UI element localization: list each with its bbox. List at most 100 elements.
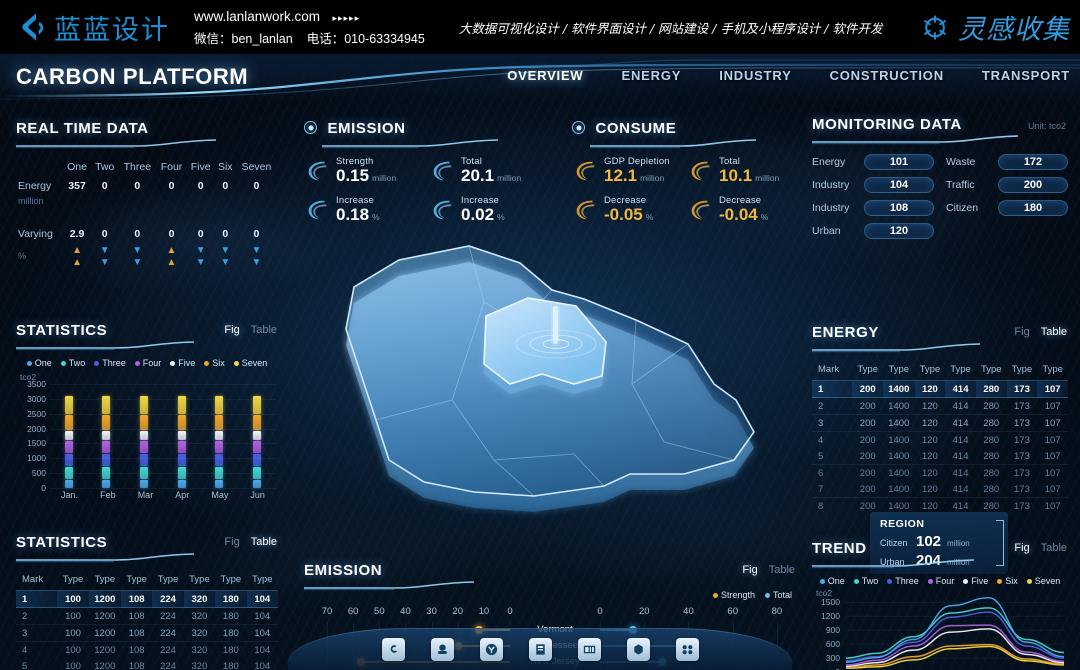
legend-item-five[interactable]: Five bbox=[963, 576, 988, 586]
bar-segment bbox=[64, 466, 73, 480]
toggle-fig[interactable]: Fig bbox=[1014, 542, 1030, 554]
bar-column[interactable] bbox=[64, 384, 73, 488]
nav-item-overview[interactable]: OVERVIEW bbox=[507, 68, 584, 83]
legend-item-one[interactable]: One bbox=[819, 576, 845, 586]
factory-icon[interactable] bbox=[430, 638, 454, 661]
table-row[interactable]: 8 200 1400 120 414 280 173 107 bbox=[812, 498, 1068, 515]
table-row[interactable]: 1 100 1200 108 224 320 180 104 bbox=[16, 590, 278, 608]
statistics-table[interactable]: Mark Type Type Type Type Type Type Type 1 100 1200… bbox=[16, 571, 278, 670]
table-cell: 108 bbox=[120, 658, 153, 670]
trend-down-icon: ▼ ▼ bbox=[99, 245, 110, 268]
header-swoosh-decoration bbox=[0, 59, 1080, 100]
table-cell: 414 bbox=[952, 467, 969, 479]
toggle-fig[interactable]: Fig bbox=[742, 564, 758, 576]
table-row[interactable]: 2 100 1200 108 224 320 180 104 bbox=[16, 607, 278, 625]
home-icon[interactable] bbox=[381, 638, 405, 661]
bar-column[interactable] bbox=[102, 384, 111, 488]
legend-item-seven[interactable]: Seven bbox=[1026, 576, 1060, 586]
vehicle-icon[interactable] bbox=[479, 638, 503, 661]
bar-segment bbox=[253, 415, 262, 430]
table-row[interactable]: 7 200 1400 120 414 280 173 107 bbox=[812, 481, 1068, 498]
bar-segment bbox=[64, 453, 73, 466]
legend-item-five[interactable]: Five bbox=[170, 358, 195, 368]
table-cell: 104 bbox=[246, 658, 278, 670]
gear-icon[interactable] bbox=[626, 638, 650, 661]
y-tick: 2500 bbox=[27, 408, 46, 419]
grid-icon[interactable] bbox=[675, 638, 699, 661]
bar-segment bbox=[177, 453, 186, 466]
table-row[interactable]: 2 200 1400 120 414 280 173 107 bbox=[812, 397, 1068, 415]
nav-item-transport[interactable]: TRANSPORT bbox=[981, 68, 1070, 83]
nav-item-energy[interactable]: ENERGY bbox=[621, 68, 682, 83]
toggle-fig[interactable]: Fig bbox=[224, 536, 240, 548]
toggle-table[interactable]: Table bbox=[1040, 326, 1067, 338]
stat-value: 0.18% bbox=[336, 204, 380, 224]
nav-item-industry[interactable]: INDUSTRY bbox=[719, 68, 792, 83]
table-row[interactable]: 5 200 1400 120 414 280 173 107 bbox=[812, 448, 1068, 465]
table-row[interactable]: 1 200 1400 120 414 280 173 107 bbox=[812, 380, 1068, 398]
bar-column[interactable] bbox=[215, 384, 224, 488]
table-row[interactable]: 6 200 1400 120 414 280 173 107 bbox=[812, 465, 1068, 482]
rt-energy-1: 0 bbox=[101, 180, 108, 192]
table-row[interactable]: 5 100 1200 108 224 320 180 104 bbox=[16, 658, 278, 670]
table-row[interactable]: 3 100 1200 108 224 320 180 104 bbox=[16, 624, 278, 642]
table-row[interactable]: 3 200 1400 120 414 280 173 107 bbox=[812, 414, 1068, 432]
legend-item-strength[interactable]: Strength bbox=[712, 590, 755, 600]
trend-down-icon: ▼ ▼ bbox=[195, 245, 206, 268]
energy-table[interactable]: Mark Type Type Type Type Type Type Type 1 200 1400… bbox=[812, 361, 1068, 514]
table-row[interactable]: 4 100 1200 108 224 320 180 104 bbox=[16, 642, 278, 659]
legend-item-four[interactable]: Four bbox=[134, 358, 161, 368]
tornado-right-tick: 60 bbox=[727, 606, 738, 617]
city-icon[interactable] bbox=[577, 638, 601, 661]
rt-varying-3: 0 bbox=[168, 228, 175, 240]
legend-item-two[interactable]: Two bbox=[853, 576, 878, 586]
trend-plot: tco2 150012009006003000 151015202530 bbox=[812, 588, 1068, 670]
table-cell: 173 bbox=[1006, 397, 1038, 415]
monitoring-row-citizen: Citizen 180 bbox=[946, 200, 1068, 216]
building-icon[interactable] bbox=[528, 638, 552, 661]
toggle-table[interactable]: Table bbox=[768, 564, 795, 576]
promo-contact: www.lanlanwork.com ▸▸▸▸▸ 微信：ben_lanlan 电话… bbox=[194, 5, 425, 49]
legend-item-total[interactable]: Total bbox=[764, 590, 792, 600]
bar-column[interactable] bbox=[177, 384, 186, 488]
nav-item-construction[interactable]: CONSTRUCTION bbox=[829, 68, 944, 83]
trend-line-three bbox=[846, 611, 1064, 662]
emission-heading: EMISSION bbox=[304, 120, 554, 149]
toggle-table[interactable]: Table bbox=[250, 536, 277, 548]
table-row[interactable]: 4 200 1400 120 414 280 173 107 bbox=[812, 432, 1068, 449]
legend-item-one[interactable]: One bbox=[26, 358, 52, 368]
bar-column[interactable] bbox=[140, 384, 149, 488]
bar-segment bbox=[102, 441, 111, 453]
toggle-fig[interactable]: Fig bbox=[224, 324, 240, 336]
trend-y-axis: 1500 1200 900 600 300 0 bbox=[812, 594, 842, 670]
legend-item-six[interactable]: Six bbox=[997, 576, 1018, 586]
toggle-table[interactable]: Table bbox=[250, 324, 277, 336]
legend-item-three[interactable]: Three bbox=[94, 358, 126, 368]
stat-value: 20.1 million bbox=[461, 166, 522, 185]
heading-underline bbox=[16, 553, 195, 563]
legend-item-six[interactable]: Six bbox=[204, 358, 225, 368]
bar-column[interactable] bbox=[253, 384, 262, 488]
statistics-table-panel: STATISTICS Fig Table Mark Type Type Type Typ… bbox=[16, 534, 278, 670]
table-cell: 414 bbox=[945, 448, 976, 465]
tornado-right-tick: 20 bbox=[638, 606, 650, 617]
toggle-fig[interactable]: Fig bbox=[1014, 326, 1030, 338]
statistics-bar-chart: tco2 3500 3000 2500 2000 1500 1000 500 0 Jan. Fe… bbox=[16, 372, 278, 502]
table-cell: 224 bbox=[152, 624, 184, 642]
region-map-shape bbox=[345, 245, 755, 512]
legend-item-four[interactable]: Four bbox=[927, 576, 954, 586]
column-header: Type bbox=[94, 574, 116, 585]
legend-item-seven[interactable]: Seven bbox=[233, 358, 267, 368]
bar-segment bbox=[64, 395, 73, 415]
lanlan-logo: 蓝蓝设计 bbox=[14, 8, 170, 47]
table-cell: 414 bbox=[945, 414, 976, 432]
legend-item-two[interactable]: Two bbox=[60, 358, 85, 368]
emission-chart-title: EMISSION bbox=[304, 562, 383, 579]
monitoring-data-panel: MONITORING DATA Unit: tco2 Energy 101 In… bbox=[812, 116, 1068, 246]
bar-segment bbox=[102, 453, 111, 466]
toggle-table[interactable]: Table bbox=[1040, 542, 1067, 554]
legend-item-three[interactable]: Three bbox=[887, 576, 919, 586]
tooltip-unit-citizen: million bbox=[947, 539, 970, 548]
rt-energy-4: 0 bbox=[197, 180, 204, 192]
region-map[interactable]: REGION Citizen 102 million Urban 204 mil… bbox=[284, 224, 1008, 574]
